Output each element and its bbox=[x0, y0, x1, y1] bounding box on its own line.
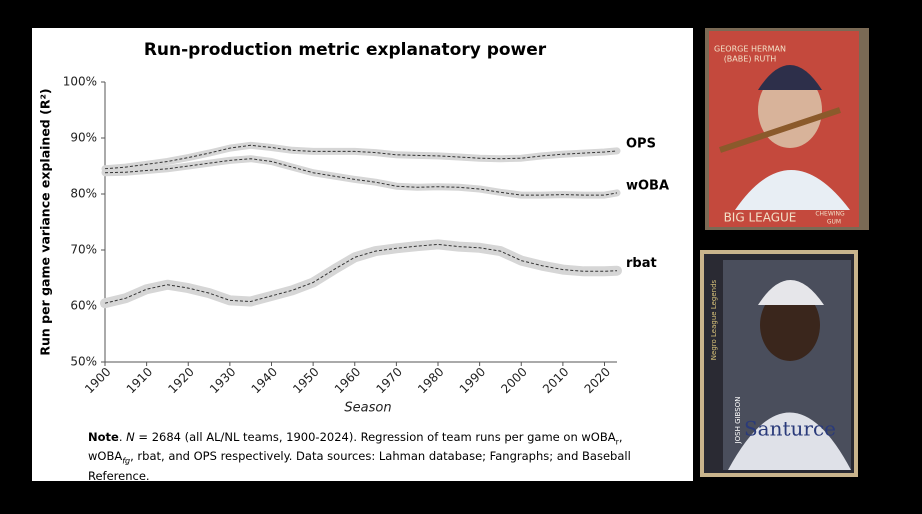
x-tick-label: 2020 bbox=[582, 365, 613, 396]
y-tick-label: 90% bbox=[70, 131, 97, 145]
card-text: (BABE) RUTH bbox=[724, 55, 777, 64]
note-text: = 2684 (all AL/NL teams, 1900-2024). Reg… bbox=[134, 430, 616, 444]
x-tick-label: 1910 bbox=[124, 365, 155, 396]
note-text: r bbox=[615, 437, 619, 447]
card-text: GUM bbox=[827, 219, 841, 226]
portrait-jersey bbox=[728, 412, 851, 470]
y-tick-label: 100% bbox=[63, 75, 97, 89]
chart-note: Note. N = 2684 (all AL/NL teams, 1900-20… bbox=[88, 430, 658, 484]
line bbox=[104, 144, 618, 170]
x-tick-label: 1950 bbox=[290, 365, 321, 396]
x-tick-label: 1930 bbox=[207, 365, 238, 396]
confidence-band bbox=[100, 239, 622, 309]
baseball-card: Santurce Negro League Legends JOSH GIBSO… bbox=[700, 250, 858, 477]
y-tick-label: 50% bbox=[70, 355, 97, 369]
y-tick-label: 70% bbox=[70, 243, 97, 257]
confidence-band bbox=[101, 155, 621, 199]
y-tick-label: 60% bbox=[70, 299, 97, 313]
x-tick-label: 2000 bbox=[498, 365, 529, 396]
note-text: fg bbox=[122, 456, 131, 466]
card-text: BIG LEAGUE bbox=[724, 211, 797, 225]
baseball-card: GEORGE HERMAN (BABE) RUTH BIG LEAGUE CHE… bbox=[705, 28, 869, 230]
x-axis-label: Season bbox=[344, 401, 391, 416]
x-tick-label: 1990 bbox=[457, 365, 488, 396]
x-tick-label: 2010 bbox=[540, 365, 571, 396]
note-text: , rbat, and OPS respectively. Data sourc… bbox=[88, 449, 631, 483]
portrait-jersey bbox=[735, 170, 850, 210]
note-text: Note bbox=[88, 430, 119, 444]
chart-title: Run-production metric explanatory power bbox=[144, 40, 547, 60]
series-label: OPS bbox=[626, 136, 656, 151]
jersey-text: Santurce bbox=[744, 417, 836, 441]
series-label: wOBA bbox=[626, 178, 669, 193]
portrait-face bbox=[760, 289, 820, 361]
card-text: CHEWING bbox=[815, 211, 845, 218]
x-tick-label: 1900 bbox=[82, 365, 113, 396]
x-tick-label: 1940 bbox=[249, 365, 280, 396]
card-text: GEORGE HERMAN bbox=[714, 45, 786, 54]
note-text: N bbox=[126, 430, 135, 444]
y-tick-label: 80% bbox=[70, 187, 97, 201]
card-text: JOSH GIBSON bbox=[734, 397, 742, 445]
y-axis-label: Run per game variance explained (R²) bbox=[38, 88, 53, 355]
series-label: rbat bbox=[626, 256, 657, 271]
card-text: Negro League Legends bbox=[710, 279, 718, 360]
line bbox=[104, 158, 618, 196]
note-text: . bbox=[118, 430, 127, 444]
x-tick-label: 1980 bbox=[415, 365, 446, 396]
portrait-cap bbox=[758, 280, 824, 305]
portrait-cap bbox=[758, 65, 822, 90]
bat bbox=[719, 107, 841, 153]
note-text: , wOBA bbox=[88, 430, 623, 464]
x-tick-label: 1920 bbox=[165, 365, 196, 396]
x-tick-label: 1970 bbox=[373, 365, 404, 396]
line bbox=[104, 243, 618, 304]
x-tick-label: 1960 bbox=[332, 365, 363, 396]
